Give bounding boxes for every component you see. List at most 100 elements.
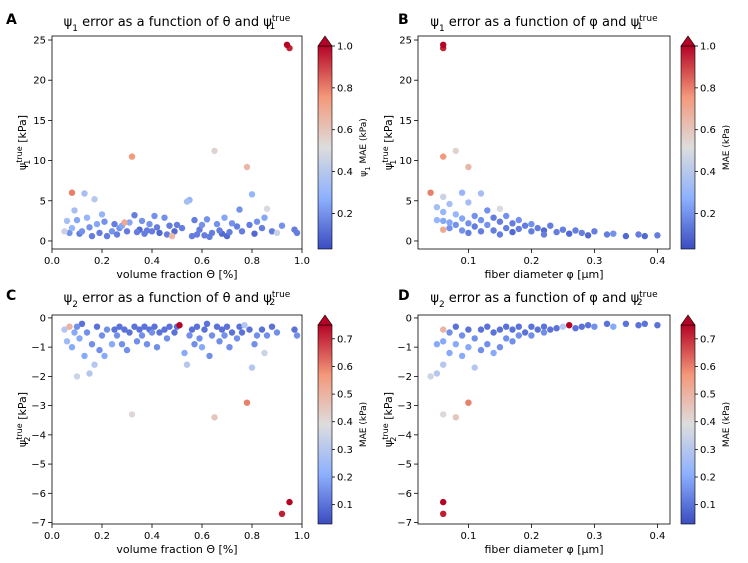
scatter-point	[465, 399, 472, 406]
x-axis-label: volume fraction Θ [%]	[116, 543, 237, 556]
scatter-point	[440, 217, 447, 225]
scatter-point	[553, 228, 560, 236]
x-tick-label: 0.0	[44, 256, 60, 267]
scatter-point	[68, 224, 76, 232]
scatter-point	[610, 230, 617, 237]
y-axis-label: ψtrue2 [kPa]	[381, 392, 399, 447]
y-tick-label: 5	[406, 196, 412, 207]
scatter-point	[228, 220, 236, 227]
scatter-point	[268, 323, 276, 330]
scatter-point	[251, 341, 258, 348]
colorbar	[317, 324, 333, 525]
scatter-point	[534, 224, 541, 232]
x-tick-label: 0.8	[244, 256, 260, 267]
scatter-point	[440, 226, 447, 233]
scatter-point	[153, 344, 161, 351]
colorbar-tick-label: 0.2	[337, 473, 353, 484]
x-tick-label: 0.0	[44, 531, 60, 542]
colorbar-tick-label: 0.7	[700, 334, 716, 345]
scatter-point	[238, 329, 246, 336]
scatter-point	[248, 364, 256, 371]
x-axis-label: fiber diameter φ [μm]	[484, 543, 603, 556]
scatter-point	[584, 232, 592, 239]
x-tick-label: 0.3	[586, 256, 602, 267]
panel-letter: C	[6, 288, 16, 304]
scatter-point	[465, 326, 472, 333]
x-tick-label: 0.2	[94, 531, 110, 542]
x-tick-label: 0.2	[94, 256, 110, 267]
scatter-point	[458, 227, 466, 234]
x-tick-label: 0.4	[144, 531, 160, 542]
scatter-point	[465, 163, 472, 171]
colorbar-tick-label: 1.0	[337, 42, 353, 53]
scatter-point	[143, 341, 151, 348]
scatter-point	[278, 222, 286, 229]
colorbar-tick-label: 0.3	[337, 445, 353, 456]
x-tick-label: 0.6	[194, 531, 210, 542]
scatter-point	[566, 230, 573, 237]
y-tick-label: −5	[31, 460, 46, 471]
scatter-point	[452, 147, 459, 155]
scatter-point	[484, 323, 491, 330]
scatter-point	[241, 322, 248, 329]
colorbar-tick-label: 0.8	[337, 83, 353, 94]
chart-title: ψ2 error as a function of φ and ψtrue 2	[430, 290, 658, 310]
scatter-point	[635, 322, 642, 329]
colorbar-tick-label: 1.0	[700, 42, 716, 53]
y-tick-label: −5	[397, 460, 412, 471]
scatter-point	[201, 326, 208, 333]
y-tick-label: 0	[40, 236, 46, 247]
scatter-point	[173, 221, 181, 229]
scatter-point	[452, 211, 459, 218]
colorbar-label: ψ1 MAE (kPa)	[359, 118, 372, 177]
y-tick-label: −6	[397, 489, 412, 500]
scatter-point	[440, 338, 447, 345]
scatter-point	[503, 224, 510, 232]
y-tick-label: −2	[397, 372, 412, 383]
scatter-point	[96, 346, 103, 354]
scatter-point	[465, 220, 472, 227]
colorbar-tick-label: 0.1	[700, 500, 716, 511]
scatter-point	[178, 224, 186, 232]
scatter-point	[471, 212, 478, 220]
colorbar-tick-label: 0.6	[337, 125, 353, 136]
scatter-point	[591, 228, 598, 235]
scatter-point	[528, 228, 535, 235]
y-tick-label: 15	[399, 116, 412, 127]
scatter-point	[243, 399, 251, 406]
scatter-point	[433, 370, 441, 377]
scatter-point	[196, 335, 203, 342]
scatter-point	[477, 228, 485, 235]
scatter-point	[136, 326, 143, 333]
colorbar-tick-label: 0.4	[337, 417, 353, 428]
y-tick-label: 25	[399, 36, 412, 47]
scatter-point	[216, 338, 223, 345]
plot-frame	[51, 314, 303, 525]
y-tick-label: 15	[33, 116, 46, 127]
scatter-point	[477, 190, 485, 197]
scatter-point	[509, 326, 516, 333]
scatter-point	[243, 163, 251, 171]
scatter-point	[477, 216, 485, 224]
scatter-point	[528, 323, 535, 330]
x-tick-label: 0.3	[586, 531, 602, 542]
scatter-point	[440, 208, 447, 216]
x-axis-label: volume fraction Θ [%]	[116, 268, 237, 281]
scatter-point	[183, 198, 191, 205]
scatter-point	[211, 147, 218, 155]
scatter-point	[148, 329, 156, 336]
scatter-point	[68, 344, 76, 351]
scatter-point	[273, 229, 281, 237]
scatter-point	[484, 207, 491, 214]
scatter-point	[603, 320, 611, 327]
scatter-point	[91, 361, 98, 368]
x-tick-label: 0.8	[244, 531, 260, 542]
colorbar-tick-label: 0.6	[337, 362, 353, 373]
scatter-point	[446, 349, 453, 357]
scatter-point	[452, 414, 459, 421]
scatter-point	[559, 323, 567, 330]
scatter-point	[103, 232, 111, 240]
scatter-point	[133, 228, 141, 236]
scatter-point	[515, 216, 522, 224]
